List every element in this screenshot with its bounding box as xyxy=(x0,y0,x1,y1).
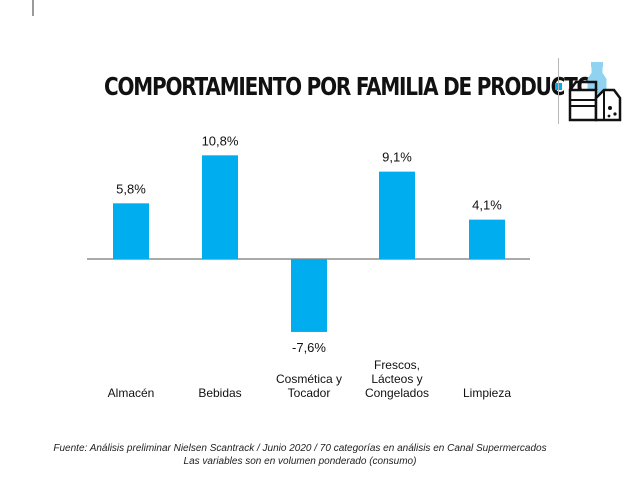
bar-2 xyxy=(291,259,327,332)
category-label-3-line-0: Frescos, xyxy=(374,358,420,372)
bar-3 xyxy=(379,171,415,259)
category-label-0-line-0: Almacén xyxy=(108,386,155,400)
footer-note: Fuente: Análisis preliminar Nielsen Scan… xyxy=(0,442,600,468)
category-label-2: Cosmética y Tocador xyxy=(276,372,342,400)
left-decorative-rule xyxy=(32,0,34,16)
value-label-2: -7,6% xyxy=(292,340,326,355)
category-label-0: Almacén xyxy=(108,386,155,400)
category-label-2-line-0: Cosmética y xyxy=(276,372,342,386)
value-label-1: 10,8% xyxy=(202,133,239,148)
category-label-1-line-0: Bebidas xyxy=(198,386,241,400)
value-label-3: 9,1% xyxy=(382,150,412,165)
category-label-1: Bebidas xyxy=(198,386,241,400)
grocery-products-icon xyxy=(568,62,622,122)
category-label-2-line-1: Tocador xyxy=(288,386,331,400)
footer-source: Fuente: Análisis preliminar Nielsen Scan… xyxy=(53,443,547,454)
value-label-4: 4,1% xyxy=(472,198,502,213)
bar-0 xyxy=(113,203,149,259)
category-label-4-line-0: Limpieza xyxy=(463,386,511,400)
category-label-3-line-2: Congelados xyxy=(365,386,429,400)
value-label-0: 5,8% xyxy=(116,181,146,196)
footer-variables-note: Las variables son en volumen ponderado (… xyxy=(183,456,417,467)
category-label-4: Limpieza xyxy=(463,386,511,400)
right-decorative-rule xyxy=(558,58,559,124)
bar-4 xyxy=(469,219,505,259)
category-label-3-line-1: Lácteos y xyxy=(371,372,422,386)
category-label-3: Frescos, Lácteos y Congelados xyxy=(365,358,429,400)
bar-1 xyxy=(202,155,238,259)
